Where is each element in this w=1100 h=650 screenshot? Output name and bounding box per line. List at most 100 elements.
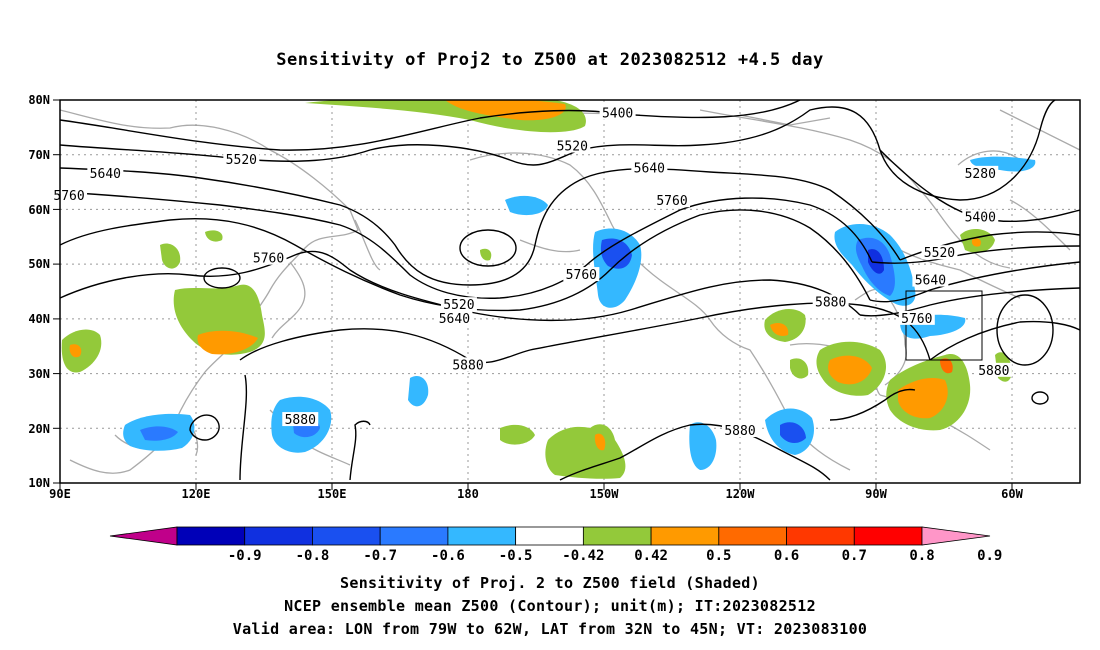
lon-label: 120W — [726, 487, 756, 501]
lon-label: 150E — [318, 487, 347, 501]
shade-negative — [689, 422, 717, 470]
shade-positive — [898, 378, 948, 419]
shade-negative — [780, 422, 806, 444]
contour-label: 5520 — [924, 246, 955, 261]
contour-label-bg — [223, 152, 260, 167]
shade-negative — [868, 249, 884, 274]
contour-label: 5760 — [53, 189, 84, 204]
lat-label: 40N — [28, 312, 50, 326]
contour-label: 5520 — [443, 298, 474, 313]
contour-label-bg — [554, 138, 591, 153]
colorbar-box — [244, 526, 313, 546]
contour-label-bg — [975, 362, 1012, 377]
contour-label-bg — [898, 310, 935, 325]
shade-positive — [828, 355, 872, 385]
contour-label: 5760 — [656, 194, 687, 209]
contour-label-bg — [250, 250, 287, 265]
caption-line-1: Sensitivity of Proj. 2 to Z500 field (Sh… — [340, 574, 760, 592]
lat-label: 10N — [28, 476, 50, 490]
colorbar-label: -0.9 — [228, 548, 262, 564]
valid-area-box — [905, 290, 983, 361]
colorbar-low-arrow — [109, 526, 178, 546]
lon-label: 180 — [457, 487, 479, 501]
colorbar-label: 0.6 — [774, 548, 799, 564]
colorbar-label: 0.9 — [977, 548, 1002, 564]
contour-label: 5760 — [901, 312, 932, 327]
contour-label-bg — [563, 267, 600, 282]
colorbar-label: -0.6 — [431, 548, 465, 564]
contour-label-bg — [436, 310, 473, 325]
shade-positive — [790, 358, 809, 379]
contour-label-bg — [440, 297, 477, 312]
tick-marks — [53, 99, 1013, 490]
graticule — [60, 100, 1080, 483]
colorbar-label: -0.42 — [562, 548, 604, 564]
colorbar-label: 0.5 — [706, 548, 731, 564]
contour-label-bg — [654, 193, 690, 208]
colorbar-box — [650, 526, 720, 546]
lat-label: 20N — [28, 422, 50, 436]
shade-positive — [770, 323, 789, 336]
shade-positive — [500, 424, 535, 445]
colorbar-box — [515, 526, 584, 546]
lon-label: 90W — [865, 487, 887, 501]
contour-label: 5760 — [253, 252, 284, 267]
contour-label-bg — [450, 357, 486, 372]
contour-label: 5640 — [90, 167, 121, 182]
longitude-labels: 90E 120E 150E 180 150W 120W 90W 60W — [49, 487, 1023, 501]
contour-label: 5520 — [226, 153, 257, 168]
contour-label: 5880 — [724, 424, 755, 439]
colorbar-label: -0.7 — [363, 548, 397, 564]
lat-label: 60N — [28, 203, 50, 217]
colorbar-box — [582, 526, 652, 546]
shade-positive — [445, 100, 566, 121]
shade-negative — [140, 426, 178, 441]
shade-positive — [480, 248, 492, 261]
contour-label: 5400 — [602, 107, 633, 122]
colorbar-label: 0.8 — [909, 548, 934, 564]
contour-label-bg — [599, 105, 636, 120]
colorbar-box — [447, 526, 517, 546]
colorbar-label: 0.7 — [842, 548, 867, 564]
caption-line-3: Valid area: LON from 79W to 62W, LAT fro… — [232, 620, 868, 638]
contour-label: 5880 — [978, 364, 1009, 379]
shade-negative — [408, 375, 429, 407]
colorbar-box — [176, 526, 246, 546]
shade-positive — [197, 330, 258, 355]
contour-label: 5640 — [915, 274, 946, 289]
contour-label: 5640 — [439, 312, 470, 327]
caption-line-2: NCEP ensemble mean Z500 (Contour); unit(… — [284, 597, 816, 615]
colorbar: -0.9 -0.8 -0.7 -0.6 -0.5 -0.42 0.42 0.5 0.6 0.7 0.… — [109, 526, 1002, 564]
contour-label: 5640 — [634, 161, 665, 176]
shade-positive — [545, 424, 626, 479]
shade-positive — [69, 344, 82, 358]
colorbar-label: 0.42 — [634, 548, 668, 564]
contour-label-bg — [962, 165, 999, 180]
latitude-labels: 80N 70N 60N 50N 40N 30N 20N 10N — [28, 93, 50, 490]
contour-label: 5880 — [452, 358, 483, 373]
shade-positive — [160, 243, 181, 269]
contour-label-bg — [912, 272, 949, 287]
contour-label-bg — [921, 245, 958, 260]
lon-label: 120E — [182, 487, 211, 501]
lon-label: 60W — [1001, 487, 1023, 501]
contour-label-bg — [962, 209, 999, 224]
contour-label-bg — [812, 294, 849, 309]
colorbar-box — [379, 526, 449, 546]
shade-positive — [971, 238, 981, 247]
colorbar-label: -0.5 — [499, 548, 533, 564]
colorbar-high-arrow — [921, 526, 991, 546]
lat-label: 30N — [28, 367, 50, 381]
lat-label: 50N — [28, 257, 50, 271]
contour-label-bg — [87, 165, 124, 180]
contour-label-bg — [282, 412, 319, 427]
lat-label: 80N — [28, 93, 50, 107]
contour-label: 5880 — [285, 413, 316, 428]
colorbar-box — [853, 526, 923, 546]
contour-label: 5400 — [965, 211, 996, 226]
colorbar-box — [718, 526, 787, 546]
lon-label: 150W — [590, 487, 620, 501]
contour-label-bg — [631, 160, 668, 175]
lon-label: 90E — [49, 487, 71, 501]
